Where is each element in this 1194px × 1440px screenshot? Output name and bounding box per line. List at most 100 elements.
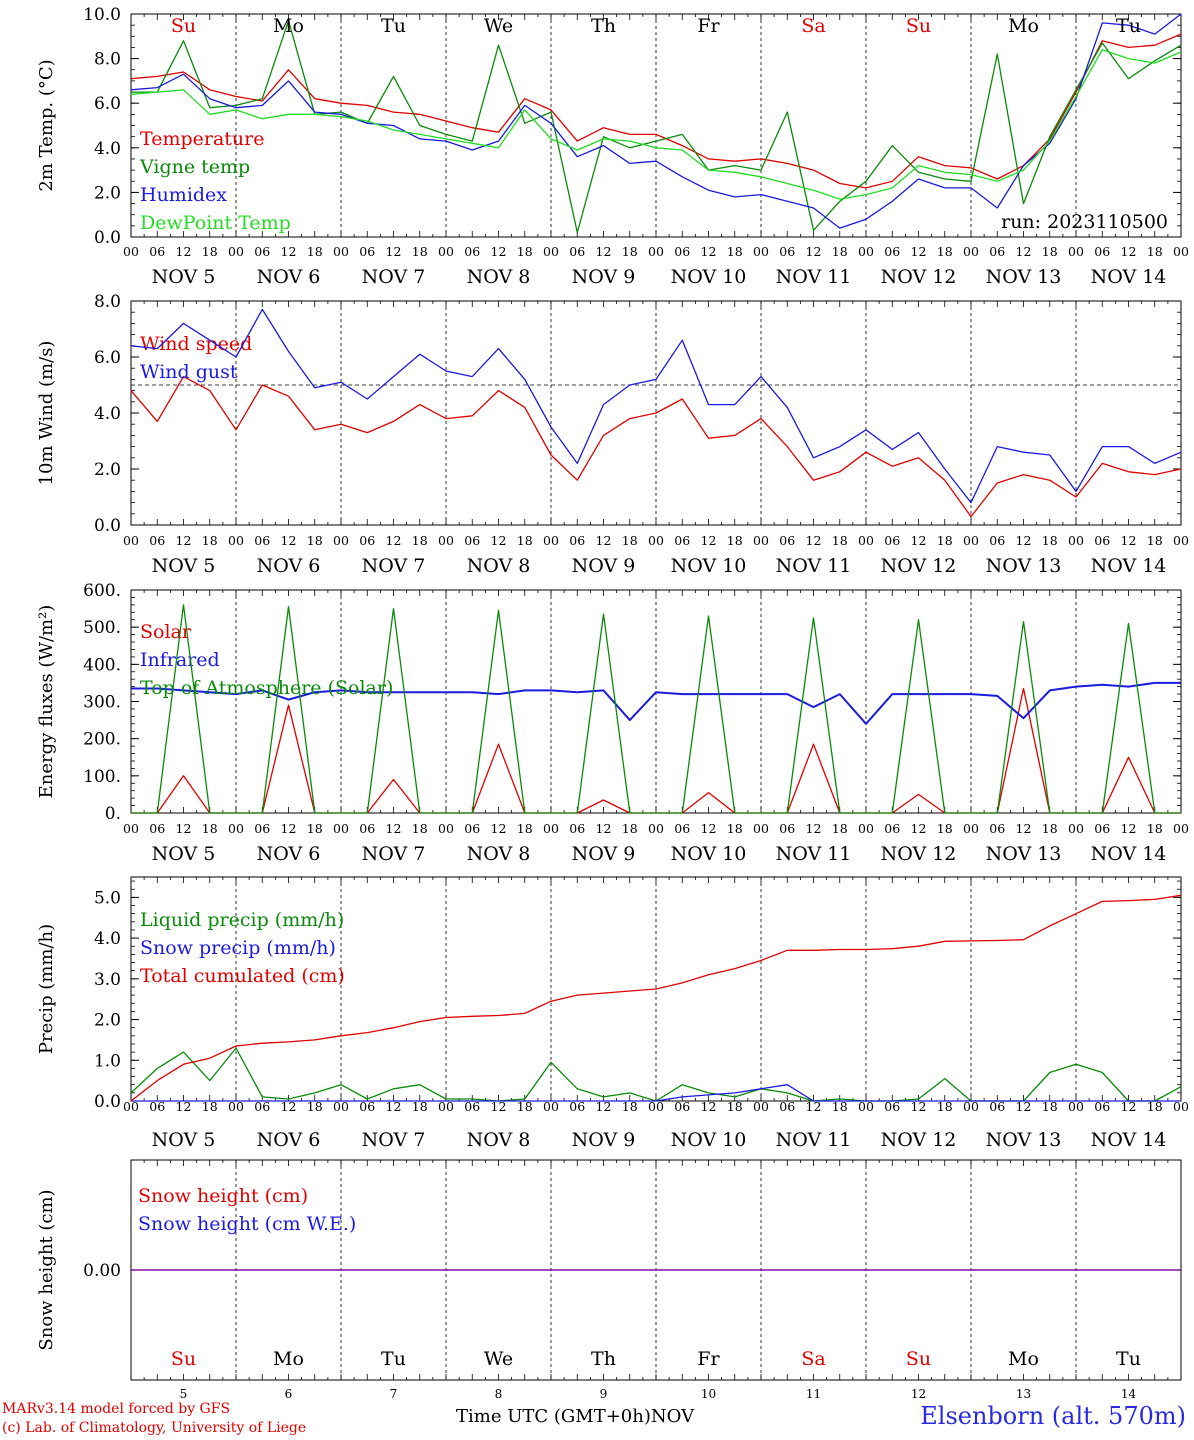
hour-tick-label: 06 xyxy=(254,244,270,259)
date-label: NOV 10 xyxy=(671,1129,747,1151)
series-line-red xyxy=(130,33,1182,189)
hour-tick-label: 00 xyxy=(858,244,874,259)
hour-tick-label: 06 xyxy=(359,533,375,548)
hour-tick-label: 06 xyxy=(1094,821,1110,836)
y-tick-label: 400. xyxy=(83,655,121,675)
legend-entry: Top of Atmosphere (Solar) xyxy=(140,677,393,699)
hour-tick-label: 00 xyxy=(228,244,244,259)
y-tick-label: 4.0 xyxy=(94,139,121,159)
hour-tick-label: 18 xyxy=(1042,244,1058,259)
hour-tick-label: 12 xyxy=(596,244,612,259)
hour-tick-label: 12 xyxy=(1121,821,1137,836)
panel-4: 0.0 1.0 2.0 3.0 4.0 5.0 Precip (mm/h) Liquid pr… xyxy=(36,876,1189,1151)
y-tick-label: 0. xyxy=(105,804,121,824)
hour-tick-label: 12 xyxy=(701,821,717,836)
date-label: NOV 14 xyxy=(1091,555,1167,577)
hour-tick-label: 06 xyxy=(569,533,585,548)
hour-tick-label: 00 xyxy=(648,821,664,836)
hour-tick-label: 00 xyxy=(1068,1099,1084,1114)
hour-tick-label: 12 xyxy=(1121,533,1137,548)
hour-tick-label: 00 xyxy=(753,533,769,548)
hour-tick-label: 00 xyxy=(228,533,244,548)
hour-tick-label: 06 xyxy=(569,244,585,259)
legend-entry: Snow height (cm) xyxy=(138,1185,308,1207)
hour-tick-label: 18 xyxy=(412,1099,428,1114)
day-number: 7 xyxy=(390,1387,398,1401)
hour-tick-label: 18 xyxy=(622,244,638,259)
date-label: NOV 8 xyxy=(467,266,531,288)
date-label: NOV 7 xyxy=(362,266,426,288)
y-tick-label: 2.0 xyxy=(94,183,121,203)
hour-tick-label: 06 xyxy=(989,1099,1005,1114)
date-label: NOV 13 xyxy=(986,1129,1062,1151)
hour-tick-label: 18 xyxy=(1147,244,1163,259)
hour-tick-label: 12 xyxy=(281,821,297,836)
series-line-red xyxy=(130,375,1182,518)
legend-entry: DewPoint Temp xyxy=(140,212,291,234)
hour-tick-label: 06 xyxy=(989,244,1005,259)
y-tick-label: 0.00 xyxy=(83,1261,121,1281)
day-name: Tu xyxy=(381,1348,406,1370)
series-line-green xyxy=(131,604,1181,814)
day-name: Sa xyxy=(801,1348,825,1370)
y-tick-label: 8.0 xyxy=(94,50,121,70)
date-label: NOV 10 xyxy=(671,843,747,865)
hour-tick-label: 00 xyxy=(648,1099,664,1114)
hour-tick-label: 06 xyxy=(674,821,690,836)
hour-tick-label: 12 xyxy=(281,1099,297,1114)
legend-entry: Vigne temp xyxy=(139,156,250,178)
day-name: Th xyxy=(591,1348,616,1370)
panel-2: 0.0 2.0 4.0 6.0 8.0 10m Wind (m/s) Wind speed W… xyxy=(36,292,1189,577)
run-label: run: 2023110500 xyxy=(1001,211,1168,233)
date-label: NOV 13 xyxy=(986,266,1062,288)
date-label: NOV 10 xyxy=(671,266,747,288)
series-line-blue xyxy=(131,1084,1181,1102)
hour-tick-label: 12 xyxy=(911,533,927,548)
y-tick-label: 100. xyxy=(83,767,121,787)
station-name: Elsenborn (alt. 570m) xyxy=(920,1402,1186,1430)
hour-tick-label: 06 xyxy=(1094,533,1110,548)
date-label: NOV 8 xyxy=(467,1129,531,1151)
hour-tick-label: 12 xyxy=(281,533,297,548)
hour-tick-label: 06 xyxy=(149,821,165,836)
series-line-green xyxy=(131,20,1182,234)
hour-tick-label: 12 xyxy=(1016,244,1032,259)
day-name: Su xyxy=(171,1348,196,1370)
y-tick-label: 6.0 xyxy=(94,94,121,114)
hour-tick-label: 06 xyxy=(359,1099,375,1114)
day-number: 9 xyxy=(600,1387,608,1401)
hour-tick-label: 00 xyxy=(333,821,349,836)
hour-tick-label: 06 xyxy=(1094,244,1110,259)
day-number: 6 xyxy=(285,1387,293,1401)
hour-tick-label: 00 xyxy=(333,533,349,548)
date-label: NOV 11 xyxy=(776,1129,852,1151)
hour-tick-label: 00 xyxy=(858,821,874,836)
hour-tick-label: 12 xyxy=(596,1099,612,1114)
day-name: Sa xyxy=(801,15,825,37)
hour-tick-label: 00 xyxy=(228,821,244,836)
y-tick-label: 2.0 xyxy=(94,1011,121,1031)
hour-tick-label: 00 xyxy=(858,533,874,548)
hour-tick-label: 12 xyxy=(806,821,822,836)
hour-tick-label: 18 xyxy=(727,1099,743,1114)
hour-tick-label: 06 xyxy=(1094,1099,1110,1114)
day-name: Mo xyxy=(1008,1348,1039,1370)
y-tick-label: 5.0 xyxy=(94,888,121,908)
date-label: NOV 7 xyxy=(362,555,426,577)
hour-tick-label: 00 xyxy=(858,1099,874,1114)
hour-tick-label: 06 xyxy=(779,821,795,836)
hour-tick-label: 12 xyxy=(701,244,717,259)
date-label: NOV 14 xyxy=(1091,1129,1167,1151)
hour-tick-label: 18 xyxy=(1147,533,1163,548)
hour-tick-label: 12 xyxy=(596,533,612,548)
date-label: NOV 8 xyxy=(467,555,531,577)
hour-tick-label: 00 xyxy=(123,244,139,259)
hour-tick-label: 12 xyxy=(701,1099,717,1114)
day-name: Th xyxy=(591,15,616,37)
hour-tick-label: 18 xyxy=(1042,533,1058,548)
hour-tick-label: 12 xyxy=(386,821,402,836)
y-tick-label: 0.0 xyxy=(94,516,121,536)
hour-tick-label: 18 xyxy=(937,821,953,836)
hour-tick-label: 18 xyxy=(517,244,533,259)
